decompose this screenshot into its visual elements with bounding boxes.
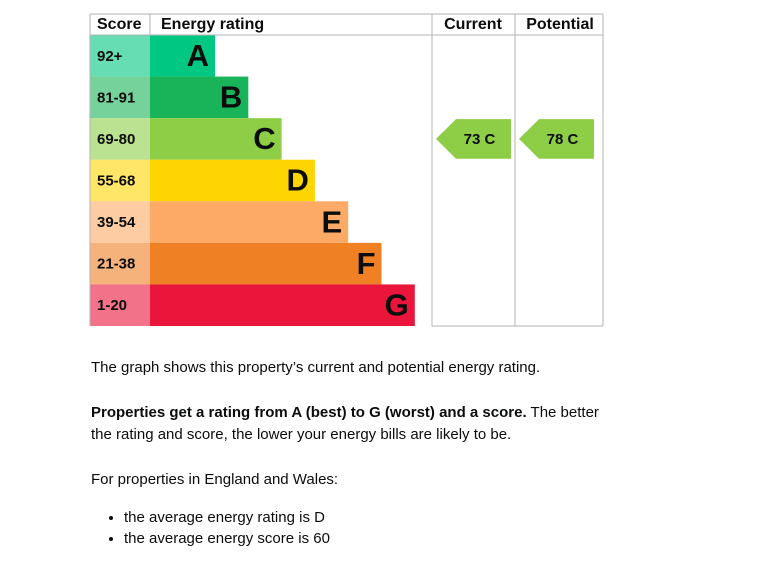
rating-letter: B [220, 80, 242, 115]
score-label: 21-38 [97, 256, 135, 273]
current-label: 73 C [464, 131, 496, 148]
score-cell [90, 76, 150, 119]
rating-letter: E [322, 204, 343, 239]
score-cell [90, 201, 150, 243]
score-cell [90, 284, 150, 326]
rating-letter: G [385, 287, 409, 322]
score-label: 39-54 [97, 214, 136, 231]
current-arrow [436, 119, 511, 159]
rating-bold: Properties get a rating from A (best) to… [91, 404, 527, 421]
rating-letter: C [253, 121, 275, 156]
potential-label: 78 C [547, 131, 579, 148]
rating-bar [150, 242, 382, 285]
header-cell: Score [97, 16, 142, 33]
rating-bar [150, 284, 415, 326]
rating-letter: F [357, 246, 376, 281]
rating-rest: The better the rating and score, the low… [91, 404, 599, 443]
rating-bar [150, 201, 349, 243]
list-item: the average energy rating is D [124, 507, 644, 528]
list-item: the average energy score is 60 [124, 528, 644, 549]
score-cell [90, 35, 150, 77]
epc-chart: Score Energy rating Current Potential 92+ A 81… [89, 13, 604, 327]
score-cell [90, 242, 150, 285]
potential-arrow [519, 119, 594, 159]
header-cell: Energy rating [161, 16, 264, 33]
averages-list: the average energy rating is D the avera… [91, 507, 644, 549]
score-cell [90, 159, 150, 202]
rating-bar [150, 118, 282, 160]
rating-letter: A [187, 38, 209, 73]
score-cell [90, 118, 150, 160]
rating-info: Properties get a rating from A (best) to… [91, 402, 611, 446]
rating-letter: D [287, 163, 309, 198]
score-label: 69-80 [97, 131, 135, 148]
intro: The graph shows this property’s current … [91, 359, 541, 376]
score-label: 92+ [97, 48, 123, 65]
score-label: 1-20 [97, 297, 127, 314]
header-cell: Current [444, 16, 502, 33]
england-wales: For properties in England and Wales: [91, 471, 339, 488]
rating-bar [150, 159, 315, 202]
score-label: 81-91 [97, 89, 135, 106]
rating-bar [150, 76, 249, 119]
header-cell: Potential [526, 16, 594, 33]
rating-bar [150, 35, 215, 77]
score-label: 55-68 [97, 172, 135, 189]
